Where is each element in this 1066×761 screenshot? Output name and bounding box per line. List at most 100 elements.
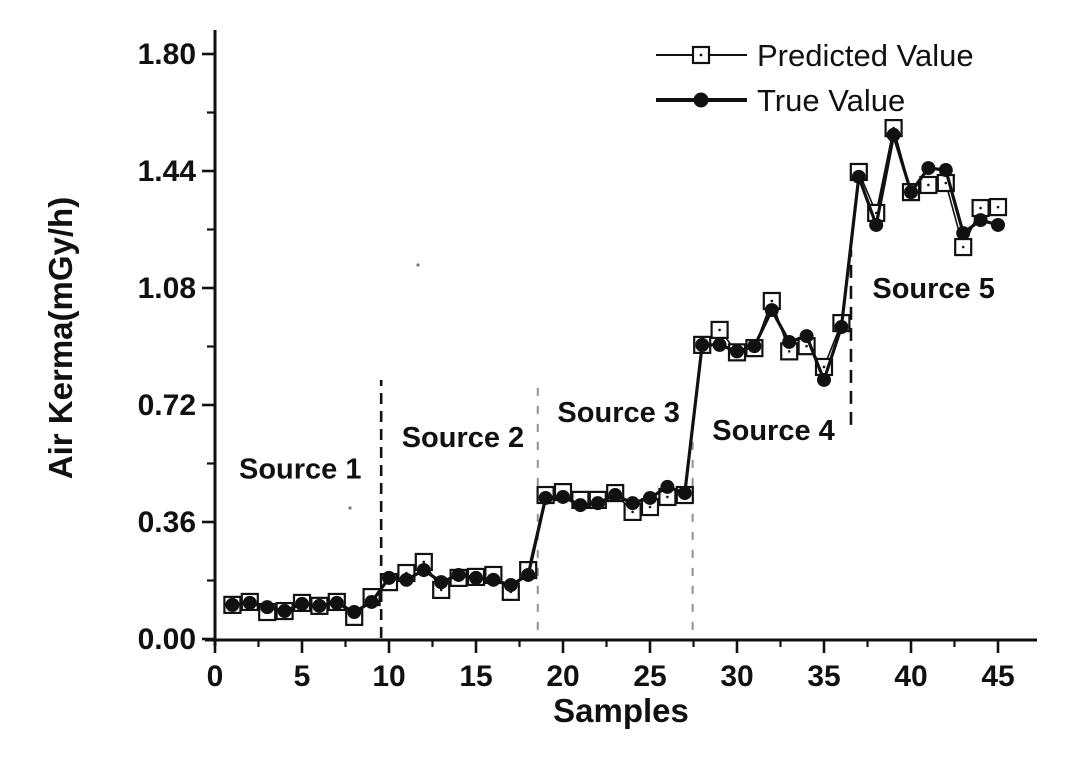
true-circle-marker	[991, 217, 1005, 232]
x-tick-label: 20	[546, 660, 579, 693]
scan-artifact-dots	[348, 263, 420, 510]
x-axis-title: Samples	[553, 692, 689, 729]
true-circle-marker	[225, 597, 240, 612]
true-circle-marker	[399, 572, 414, 587]
predicted-marker-center-dot	[718, 328, 721, 332]
true-circle-marker	[347, 605, 362, 620]
true-circle-marker	[643, 490, 657, 505]
y-tick-label: 1.80	[138, 38, 196, 71]
legend: Predicted Value True Value	[656, 38, 974, 118]
x-tick-label: 0	[207, 660, 224, 693]
true-circle-marker	[416, 563, 431, 578]
y-tick-label: 1.44	[138, 155, 197, 188]
true-circle-marker	[312, 598, 327, 613]
noise-dot	[416, 263, 420, 267]
true-circle-marker	[625, 496, 640, 511]
predicted-marker-center-dot	[422, 560, 426, 564]
filled-circle-marker-icon	[693, 92, 709, 108]
x-tick-label: 40	[894, 660, 927, 693]
true-circle-marker	[712, 337, 727, 352]
true-circle-marker	[242, 595, 257, 610]
source-region-label: Source 1	[239, 453, 362, 485]
true-circle-marker	[260, 600, 275, 615]
predicted-marker-center-dot	[439, 588, 443, 592]
true-circle-marker	[921, 161, 936, 176]
x-tick-label: 25	[633, 660, 666, 693]
true-circle-marker	[556, 489, 570, 504]
true-circle-marker	[608, 488, 623, 503]
true-circle-marker	[295, 596, 309, 611]
true-circle-marker	[973, 213, 988, 228]
source-region-label: Source 3	[557, 397, 680, 429]
legend-item-predicted: Predicted Value	[656, 38, 974, 73]
source-region-label: Source 4	[712, 415, 835, 447]
predicted-marker-center-dot	[648, 505, 652, 509]
legend-label-true: True Value	[757, 83, 905, 118]
true-circle-marker	[660, 479, 675, 494]
true-circle-marker	[799, 329, 814, 344]
true-circle-marker	[573, 498, 588, 513]
predicted-marker-center-dot	[961, 245, 965, 249]
series-predicted-value	[223, 118, 1008, 627]
true-circle-marker	[956, 226, 971, 241]
x-tick-label: 15	[459, 660, 492, 693]
true-circle-marker	[764, 303, 779, 318]
true-circle-marker	[590, 496, 605, 511]
source-boundary-lines	[379, 249, 853, 639]
true-circle-marker	[364, 594, 379, 609]
predicted-marker-center-dot	[805, 344, 808, 348]
true-circle-marker	[521, 567, 536, 582]
y-axis-title: Air Kerma(mGy/h)	[42, 197, 79, 479]
predicted-marker-center-dot	[996, 205, 1000, 209]
x-tick-label: 45	[981, 660, 1014, 693]
true-circle-marker	[747, 339, 762, 354]
source-region-labels: Source 1 Source 2 Source 3 Source 4 Source 5	[239, 273, 995, 485]
predicted-marker-center-dot	[666, 495, 669, 499]
true-circle-marker	[938, 163, 953, 178]
true-circle-marker	[730, 344, 744, 359]
true-circle-marker	[469, 570, 483, 585]
true-circle-marker	[277, 604, 292, 619]
true-circle-marker	[695, 337, 710, 352]
true-circle-marker	[451, 567, 466, 582]
true-circle-marker	[503, 578, 518, 593]
predicted-marker-center-dot	[770, 299, 774, 303]
axes: 0.00 0.36 0.72 1.08 1.44 1.80 0 5 10 15 20 25 30 35 40…	[138, 30, 1037, 693]
true-circle-marker	[677, 486, 692, 501]
predicted-marker-center-dot	[822, 365, 826, 369]
true-circle-marker	[382, 570, 396, 585]
square-center-dot-icon	[699, 53, 703, 57]
true-circle-marker	[834, 320, 849, 334]
data-series	[223, 118, 1008, 627]
true-circle-marker	[851, 169, 866, 184]
source-region-label: Source 2	[402, 422, 525, 454]
predicted-marker-center-dot	[631, 510, 634, 514]
true-circle-marker	[538, 490, 553, 505]
predicted-marker-center-dot	[927, 183, 930, 187]
x-tick-label: 5	[294, 660, 311, 693]
x-tick-label: 10	[372, 660, 405, 693]
true-circle-marker	[869, 217, 884, 232]
predicted-marker-center-dot	[979, 206, 982, 210]
series-true-value	[225, 127, 1005, 620]
legend-item-true: True Value	[656, 83, 905, 118]
x-tick-label: 35	[807, 660, 840, 693]
true-circle-marker	[782, 334, 797, 349]
true-circle-marker	[904, 185, 918, 200]
y-tick-label: 1.08	[138, 272, 196, 305]
y-tick-label: 0.72	[138, 389, 196, 422]
legend-label-predicted: Predicted Value	[757, 38, 974, 73]
y-tick-label: 0.00	[138, 623, 196, 656]
y-tick-label: 0.36	[138, 506, 196, 539]
predicted-line	[232, 127, 999, 619]
true-circle-marker	[434, 575, 449, 590]
predicted-marker-center-dot	[944, 181, 948, 185]
true-circle-marker	[486, 572, 501, 587]
true-circle-marker	[886, 127, 901, 142]
x-tick-label: 30	[720, 660, 753, 693]
noise-dot	[348, 506, 352, 510]
true-circle-marker	[329, 595, 344, 610]
true-circle-marker	[817, 372, 831, 387]
